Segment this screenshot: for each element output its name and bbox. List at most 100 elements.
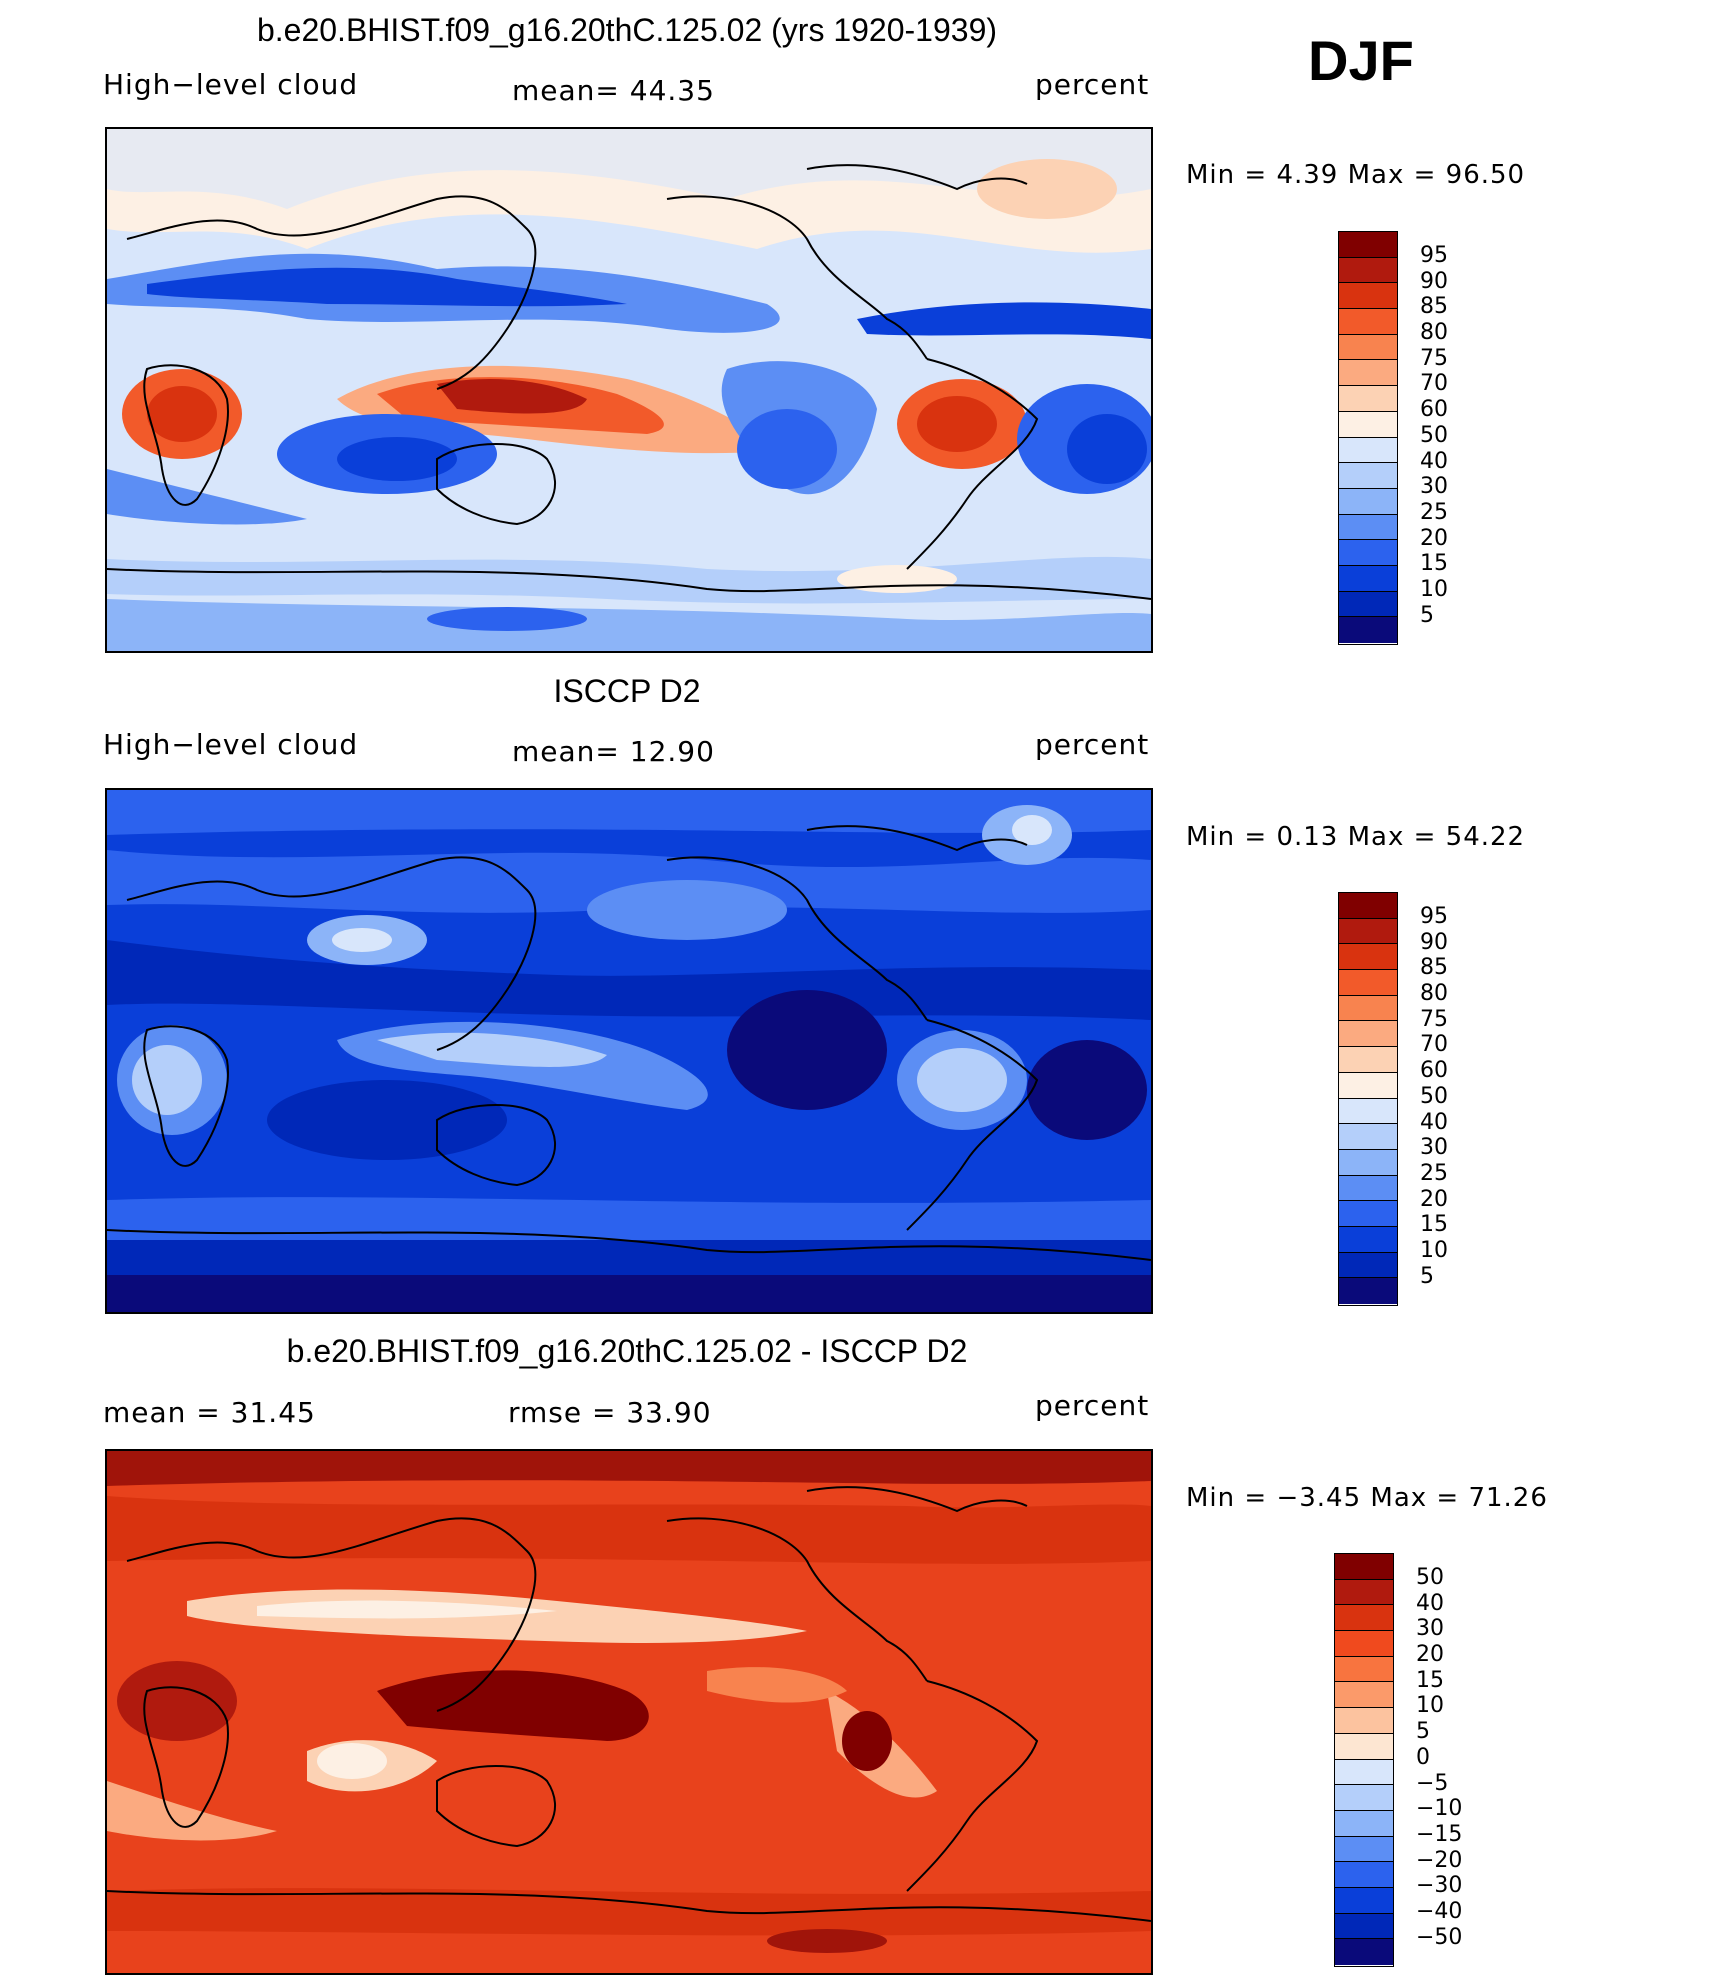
colorbar-swatch [1339, 918, 1397, 945]
colorbar-swatch [1335, 1862, 1393, 1888]
colorbar-swatch [1339, 463, 1397, 489]
colorbar-swatch [1335, 1579, 1393, 1606]
colorbar-label: 30 [1420, 474, 1448, 500]
panel-model-title: b.e20.BHIST.f09_g16.20thC.125.02 (yrs 19… [256, 12, 998, 48]
colorbar-label: 0 [1416, 1744, 1430, 1770]
colorbar-swatch [1335, 1733, 1393, 1760]
colorbar-swatch [1339, 1047, 1397, 1073]
colorbar-swatch [1335, 1785, 1393, 1811]
colorbar-label: 60 [1420, 397, 1448, 423]
colorbar-swatch [1339, 617, 1397, 643]
colorbar-swatch [1335, 1810, 1393, 1837]
colorbar-swatch [1339, 232, 1397, 258]
colorbar-label: 95 [1420, 904, 1448, 929]
colorbar-label: −30 [1416, 1873, 1463, 1899]
colorbar-swatch [1339, 1072, 1397, 1099]
season-label: DJF [1308, 29, 1414, 92]
colorbar-swatch [1335, 1759, 1393, 1786]
colorbar-label: 10 [1416, 1693, 1444, 1719]
panel-obs-colorbar-labels: 95 90 85 80 75 70 60 50 40 30 25 20 15 1… [1420, 904, 1448, 1289]
colorbar-swatch [1335, 1656, 1393, 1683]
colorbar-label: 15 [1416, 1667, 1444, 1693]
colorbar-swatch [1339, 944, 1397, 971]
panel-obs-mean-label: mean= 12.90 [512, 735, 715, 768]
panel-diff-title: b.e20.BHIST.f09_g16.20thC.125.02 - ISCCP… [286, 1333, 968, 1369]
colorbar-swatch [1339, 540, 1397, 566]
colorbar-label: −50 [1416, 1924, 1463, 1950]
panel-model-variable-label: High−level cloud [103, 68, 359, 101]
panel-model-colorbar-labels: 95 90 85 80 75 70 60 50 40 30 25 20 15 1… [1420, 243, 1448, 628]
colorbar-label: 50 [1420, 1083, 1448, 1109]
colorbar-label: 10 [1420, 1237, 1448, 1263]
colorbar-swatch [1339, 1149, 1397, 1176]
colorbar-label: 25 [1420, 499, 1448, 525]
colorbar-label: 80 [1420, 981, 1448, 1007]
colorbar-swatch [1335, 1605, 1393, 1632]
panel-diff-colorbar-labels: 50 40 30 20 15 10 5 0 −5 −10 −15 −20 −30… [1416, 1565, 1462, 1950]
panel-diff-mean-label: mean = 31.45 [103, 1396, 316, 1429]
colorbar-swatch [1339, 488, 1397, 515]
colorbar-swatch [1339, 1278, 1397, 1304]
colorbar-swatch [1335, 1631, 1393, 1657]
colorbar-label: 50 [1416, 1565, 1444, 1590]
colorbar-label: −40 [1416, 1898, 1463, 1924]
colorbar-label: 70 [1420, 1032, 1448, 1058]
diff-cloud-field [107, 1451, 1151, 1973]
colorbar-label: −5 [1416, 1770, 1449, 1796]
colorbar-swatch [1339, 1226, 1397, 1253]
panel-model-colorbar [1338, 231, 1398, 645]
colorbar-swatch [1335, 1939, 1393, 1965]
panel-model-minmax: Min = 4.39 Max = 96.50 [1186, 160, 1526, 190]
colorbar-label: 90 [1420, 929, 1448, 955]
colorbar-swatch [1339, 360, 1397, 387]
panel-obs-minmax: Min = 0.13 Max = 54.22 [1186, 822, 1526, 852]
colorbar-swatch [1335, 1708, 1393, 1734]
colorbar-swatch [1339, 1021, 1397, 1048]
colorbar-label: 15 [1420, 1212, 1448, 1238]
colorbar-label: 30 [1416, 1616, 1444, 1642]
colorbar-swatch [1339, 970, 1397, 996]
colorbar-swatch [1335, 1554, 1393, 1580]
colorbar-swatch [1339, 411, 1397, 438]
colorbar-swatch [1339, 334, 1397, 361]
panel-model-mean-label: mean= 44.35 [512, 74, 715, 107]
colorbar-label: 60 [1420, 1058, 1448, 1084]
colorbar-label: 5 [1420, 1263, 1434, 1289]
colorbar-swatch [1339, 514, 1397, 541]
panel-diff-colorbar [1334, 1553, 1394, 1967]
colorbar-swatch [1339, 257, 1397, 284]
panel-obs-title: ISCCP D2 [553, 673, 701, 709]
colorbar-label: 85 [1420, 955, 1448, 981]
colorbar-swatch [1339, 1252, 1397, 1279]
colorbar-label: 30 [1420, 1135, 1448, 1161]
colorbar-swatch [1339, 1201, 1397, 1227]
colorbar-label: 5 [1420, 602, 1434, 628]
panel-obs-map [105, 788, 1153, 1314]
colorbar-label: 75 [1420, 1006, 1448, 1032]
colorbar-swatch [1339, 565, 1397, 592]
colorbar-swatch [1339, 1098, 1397, 1125]
colorbar-label: 20 [1420, 1186, 1448, 1212]
colorbar-swatch [1339, 1124, 1397, 1150]
colorbar-label: 40 [1420, 448, 1448, 474]
colorbar-label: 40 [1420, 1109, 1448, 1135]
colorbar-label: 75 [1420, 345, 1448, 371]
colorbar-swatch [1339, 591, 1397, 618]
obs-cloud-field [107, 790, 1151, 1312]
colorbar-swatch [1335, 1836, 1393, 1863]
colorbar-label: 50 [1420, 422, 1448, 448]
colorbar-label: 90 [1420, 268, 1448, 294]
colorbar-swatch [1339, 1175, 1397, 1202]
colorbar-label: 10 [1420, 576, 1448, 602]
colorbar-label: 15 [1420, 551, 1448, 577]
panel-diff-map [105, 1449, 1153, 1975]
panel-model-units-label: percent [1035, 68, 1150, 101]
colorbar-swatch [1339, 893, 1397, 919]
colorbar-label: 20 [1420, 525, 1448, 551]
panel-diff-rmse-label: rmse = 33.90 [508, 1396, 712, 1429]
model-cloud-field [107, 129, 1151, 651]
panel-obs-units-label: percent [1035, 728, 1150, 761]
panel-diff-minmax: Min = −3.45 Max = 71.26 [1186, 1483, 1548, 1513]
colorbar-label: 95 [1420, 243, 1448, 268]
colorbar-label: 85 [1420, 294, 1448, 320]
